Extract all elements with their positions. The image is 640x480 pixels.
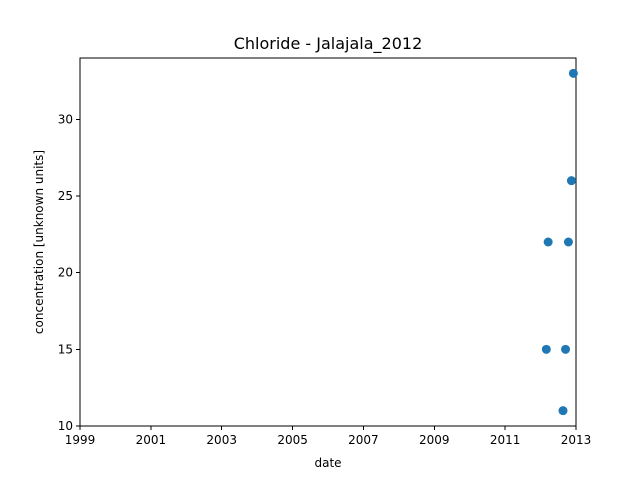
x-axis: 1999 2001 2003 2005 2007 2009 2011 2013	[65, 426, 592, 447]
y-tick-label: 10	[58, 419, 73, 433]
data-point	[543, 237, 553, 247]
y-tick-label: 25	[58, 189, 73, 203]
x-tick-label: 2009	[419, 433, 450, 447]
data-point	[561, 344, 571, 354]
y-axis: 10 15 20 25 30	[58, 112, 80, 433]
x-tick-label: 2003	[206, 433, 237, 447]
x-tick-label: 2001	[136, 433, 167, 447]
axes-frame	[79, 57, 577, 427]
data-point	[568, 68, 578, 78]
data-point	[541, 344, 551, 354]
y-tick-label: 20	[58, 266, 73, 280]
y-axis-label: concentration [unknown units]	[32, 150, 46, 334]
y-tick-label: 30	[58, 112, 73, 126]
data-point	[566, 176, 576, 186]
x-tick-label: 2005	[277, 433, 308, 447]
chart-title: Chloride - Jalajala_2012	[234, 34, 423, 54]
x-tick-label: 1999	[65, 433, 96, 447]
data-point	[558, 406, 568, 416]
x-tick-label: 2011	[490, 433, 521, 447]
plot-area	[79, 57, 577, 427]
x-axis-label: date	[314, 456, 341, 470]
y-tick-label: 15	[58, 342, 73, 356]
data-point	[563, 237, 573, 247]
x-tick-label: 2013	[561, 433, 592, 447]
data-series	[541, 68, 578, 416]
x-tick-label: 2007	[348, 433, 379, 447]
